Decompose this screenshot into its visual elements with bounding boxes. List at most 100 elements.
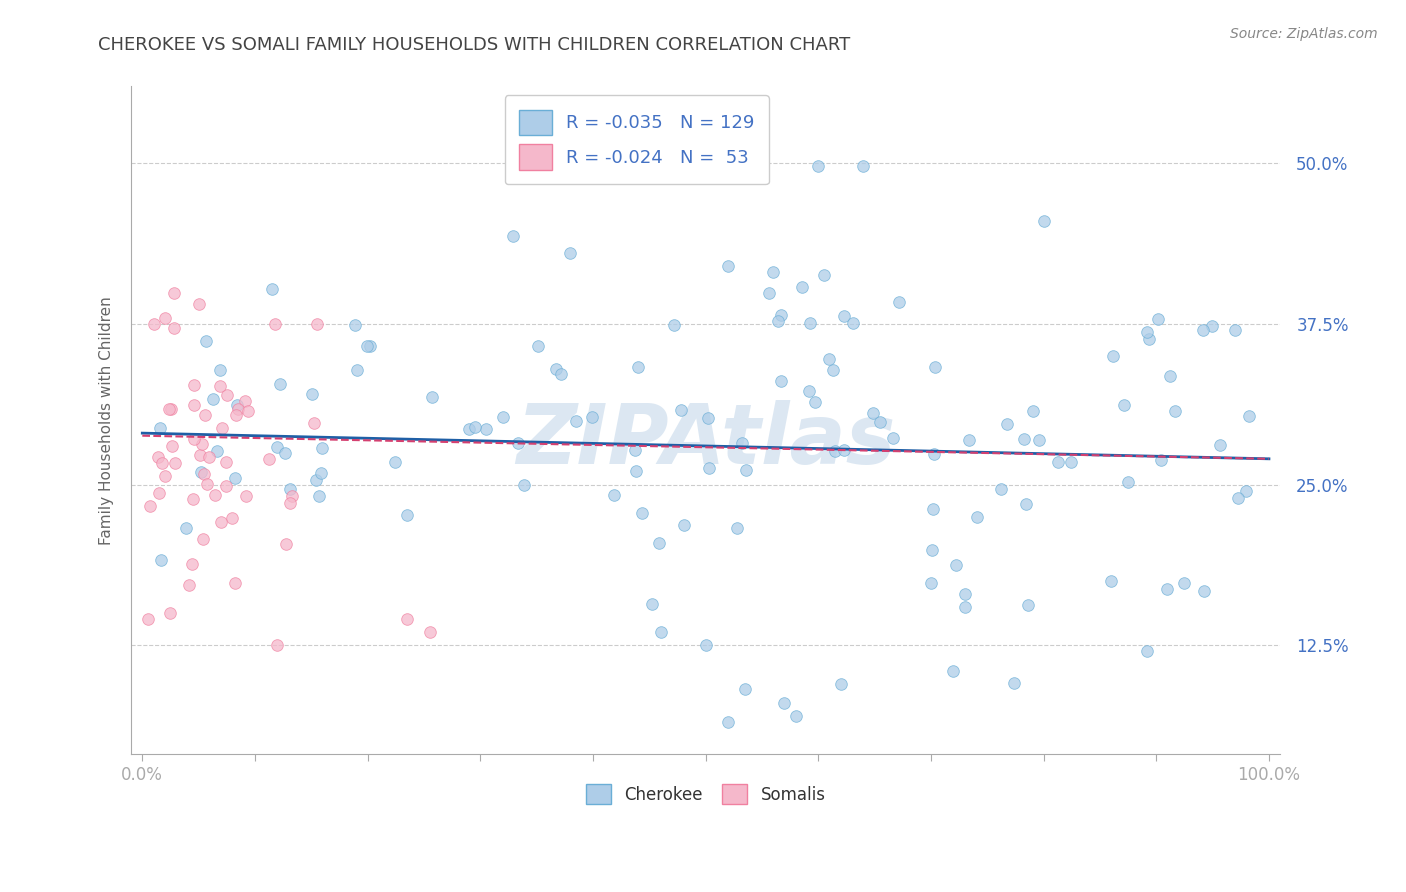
Point (217, 388, 239, 402)
Point (581, 410, 603, 425)
Point (224, 471, 246, 485)
Point (464, 420, 486, 434)
Point (396, 612, 419, 626)
Y-axis label: Family Households with Children: Family Households with Children (100, 296, 114, 545)
Point (305, 474, 328, 488)
Point (384, 455, 406, 469)
Point (215, 479, 238, 493)
Point (770, 374, 793, 388)
Point (717, 259, 740, 273)
Point (842, 316, 865, 330)
Point (233, 394, 256, 409)
Point (1102, 349, 1125, 363)
Point (862, 406, 884, 420)
Point (194, 408, 217, 422)
Point (257, 451, 280, 466)
Point (142, 317, 165, 331)
Point (1002, 675, 1025, 690)
Point (648, 536, 671, 550)
Point (188, 297, 211, 311)
Point (1047, 454, 1070, 468)
Point (922, 447, 945, 461)
Point (136, 612, 159, 626)
Point (953, 587, 976, 601)
Point (1137, 332, 1160, 346)
Point (305, 317, 328, 331)
Point (995, 417, 1018, 431)
Point (945, 558, 967, 572)
Point (671, 403, 693, 417)
Point (922, 501, 945, 516)
Point (266, 440, 288, 454)
Point (226, 401, 249, 416)
Point (924, 360, 946, 375)
Point (208, 363, 231, 377)
Point (942, 664, 965, 678)
Point (734, 681, 756, 696)
Point (139, 499, 162, 513)
Point (762, 265, 785, 279)
Point (492, 409, 515, 424)
Point (506, 436, 529, 450)
Point (359, 339, 381, 353)
Point (193, 467, 215, 482)
Point (183, 378, 205, 392)
Point (1201, 318, 1223, 333)
Point (1032, 214, 1054, 228)
Point (758, 285, 780, 300)
Point (148, 450, 170, 464)
Legend: Cherokee, Somalis: Cherokee, Somalis (578, 776, 834, 813)
Point (302, 416, 325, 430)
Point (630, 506, 652, 520)
Point (1173, 575, 1195, 590)
Point (602, 488, 624, 502)
Point (717, 715, 740, 730)
Point (346, 363, 368, 377)
Point (769, 308, 792, 322)
Point (278, 496, 301, 510)
Point (264, 317, 287, 331)
Point (235, 489, 257, 503)
Point (150, 552, 173, 566)
Point (174, 521, 197, 535)
Point (211, 421, 233, 435)
Point (564, 414, 586, 428)
Point (153, 469, 176, 483)
Text: ZIPAtlas: ZIPAtlas (516, 400, 896, 481)
Point (163, 285, 186, 300)
Point (180, 557, 202, 571)
Point (799, 316, 821, 330)
Point (205, 443, 228, 458)
Point (457, 421, 479, 435)
Point (1223, 323, 1246, 337)
Point (202, 392, 225, 406)
Point (546, 362, 568, 376)
Point (725, 521, 748, 535)
Point (311, 441, 333, 455)
Point (527, 339, 550, 353)
Point (224, 575, 246, 590)
Point (1192, 323, 1215, 337)
Point (183, 432, 205, 446)
Point (356, 339, 378, 353)
Point (882, 431, 904, 445)
Point (474, 422, 496, 436)
Point (208, 379, 231, 393)
Point (735, 463, 758, 477)
Point (813, 268, 835, 282)
Point (260, 282, 283, 296)
Point (1060, 455, 1083, 469)
Point (153, 310, 176, 325)
Point (697, 460, 720, 475)
Point (830, 676, 852, 690)
Point (183, 492, 205, 507)
Point (560, 246, 582, 260)
Point (1136, 644, 1159, 658)
Point (274, 537, 297, 551)
Point (1099, 574, 1122, 588)
Point (1014, 432, 1036, 446)
Point (1150, 453, 1173, 467)
Point (183, 398, 205, 412)
Point (188, 448, 211, 462)
Point (799, 384, 821, 399)
